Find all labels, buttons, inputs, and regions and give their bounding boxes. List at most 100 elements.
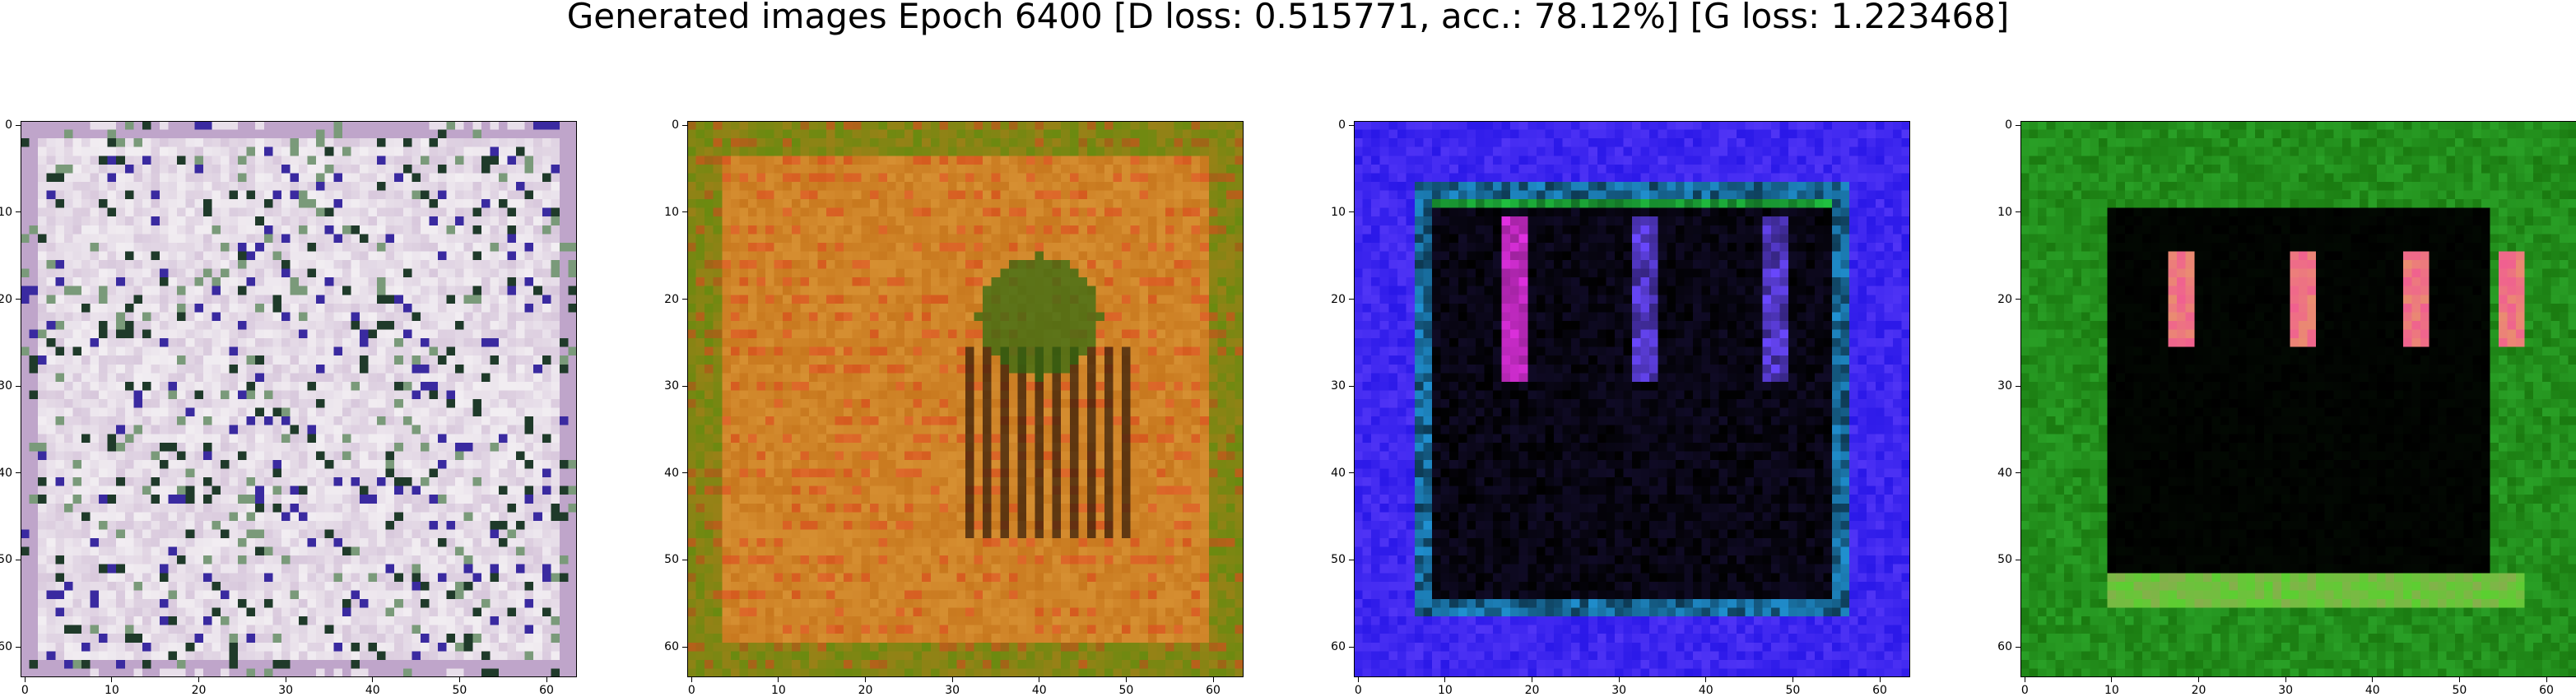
- y-tick-label: 20: [1997, 292, 2012, 306]
- y-tick: [682, 472, 687, 474]
- x-tick-label: 0: [2020, 684, 2029, 697]
- x-tick-label: 20: [2191, 684, 2206, 697]
- y-tick-label: 60: [1997, 640, 2012, 654]
- y-tick-label: 10: [664, 205, 679, 219]
- y-tick: [682, 211, 687, 213]
- y-tick: [682, 124, 687, 126]
- y-tick: [2016, 646, 2020, 648]
- y-tick: [682, 385, 687, 387]
- x-tick: [198, 677, 200, 682]
- x-tick: [1125, 677, 1127, 682]
- x-tick: [372, 677, 374, 682]
- generated-image-2: [687, 121, 1244, 677]
- y-tick-label: 10: [1331, 205, 1346, 219]
- y-tick: [16, 124, 21, 126]
- x-tick-label: 0: [1354, 684, 1362, 697]
- y-tick: [1349, 124, 1354, 126]
- subplot-2: 0 10 20 30 40 50 60 0 10 20 30 40 50 60: [664, 119, 1244, 696]
- y-tick: [2016, 385, 2020, 387]
- x-tick: [1212, 677, 1214, 682]
- x-tick-label: 30: [278, 684, 294, 697]
- x-tick-label: 60: [1872, 684, 1887, 697]
- y-tick-label: 60: [664, 640, 679, 654]
- x-tick: [1705, 677, 1707, 682]
- y-tick: [2016, 211, 2020, 213]
- x-tick: [111, 677, 113, 682]
- y-tick-label: 50: [0, 553, 12, 567]
- y-tick-label: 0: [1338, 118, 1346, 132]
- y-tick-label: 0: [672, 118, 679, 132]
- generated-image-3: [1354, 121, 1910, 677]
- x-tick: [2285, 677, 2286, 682]
- x-tick-label: 50: [1785, 684, 1801, 697]
- x-tick-label: 50: [2452, 684, 2467, 697]
- x-tick-label: 60: [2539, 684, 2554, 697]
- y-tick-label: 50: [1331, 553, 1346, 567]
- subplot-3: 0 10 20 30 40 50 60 0 10 20 30 40 50 60: [1331, 119, 1910, 696]
- x-tick: [2198, 677, 2200, 682]
- y-tick: [16, 299, 21, 300]
- x-tick: [1444, 677, 1446, 682]
- x-tick-label: 30: [1611, 684, 1627, 697]
- y-tick: [1349, 211, 1354, 213]
- y-tick-label: 40: [1331, 466, 1346, 480]
- y-tick: [2016, 124, 2020, 126]
- x-tick-label: 10: [104, 684, 119, 697]
- y-tick: [1349, 472, 1354, 474]
- x-tick-label: 40: [365, 684, 380, 697]
- generated-image-4: [2020, 121, 2576, 677]
- generated-image-1: [21, 121, 577, 677]
- y-tick: [2016, 472, 2020, 474]
- y-tick-label: 30: [0, 379, 12, 393]
- y-tick: [1349, 385, 1354, 387]
- x-tick-label: 60: [1206, 684, 1221, 697]
- x-tick-label: 10: [1437, 684, 1453, 697]
- x-tick: [458, 677, 460, 682]
- x-tick: [2546, 677, 2547, 682]
- y-tick-label: 60: [0, 640, 12, 654]
- x-tick: [2372, 677, 2374, 682]
- x-tick-label: 40: [1698, 684, 1713, 697]
- x-tick: [1879, 677, 1881, 682]
- subplot-1: 0 10 20 30 40 50 60 0 10 20 30 40 50 60: [0, 119, 577, 696]
- y-tick-label: 50: [664, 553, 679, 567]
- x-tick: [2111, 677, 2113, 682]
- x-tick: [24, 677, 26, 682]
- y-tick-label: 0: [2005, 118, 2012, 132]
- y-tick-label: 10: [0, 205, 12, 219]
- y-tick: [2016, 299, 2020, 300]
- y-tick-label: 30: [1997, 379, 2012, 393]
- x-tick-label: 40: [2364, 684, 2380, 697]
- y-tick-label: 20: [1331, 292, 1346, 306]
- y-tick-label: 40: [1997, 466, 2012, 480]
- y-tick: [682, 646, 687, 648]
- x-tick: [546, 677, 547, 682]
- subplot-4: 0 10 20 30 40 50 60 0 10 20 30 40 50 60: [1997, 119, 2576, 696]
- x-tick: [690, 677, 692, 682]
- x-tick-label: 10: [2104, 684, 2119, 697]
- y-tick: [1349, 646, 1354, 648]
- y-tick: [16, 646, 21, 648]
- x-tick-label: 50: [452, 684, 467, 697]
- y-tick-label: 40: [664, 466, 679, 480]
- y-tick: [1349, 299, 1354, 300]
- x-tick-label: 0: [687, 684, 695, 697]
- x-tick-label: 20: [1524, 684, 1540, 697]
- y-tick: [16, 472, 21, 474]
- x-tick-label: 60: [539, 684, 554, 697]
- x-tick: [778, 677, 779, 682]
- x-tick-label: 30: [945, 684, 960, 697]
- x-tick-label: 0: [21, 684, 29, 697]
- x-tick: [865, 677, 867, 682]
- x-tick-label: 40: [1031, 684, 1047, 697]
- y-tick-label: 20: [664, 292, 679, 306]
- y-tick-label: 10: [1997, 205, 2012, 219]
- x-tick: [1618, 677, 1620, 682]
- x-tick: [1357, 677, 1359, 682]
- x-tick-label: 50: [1118, 684, 1134, 697]
- y-tick: [16, 385, 21, 387]
- x-tick-label: 30: [2278, 684, 2294, 697]
- y-tick-label: 50: [1997, 553, 2012, 567]
- x-tick-label: 20: [858, 684, 873, 697]
- y-tick-label: 30: [664, 379, 679, 393]
